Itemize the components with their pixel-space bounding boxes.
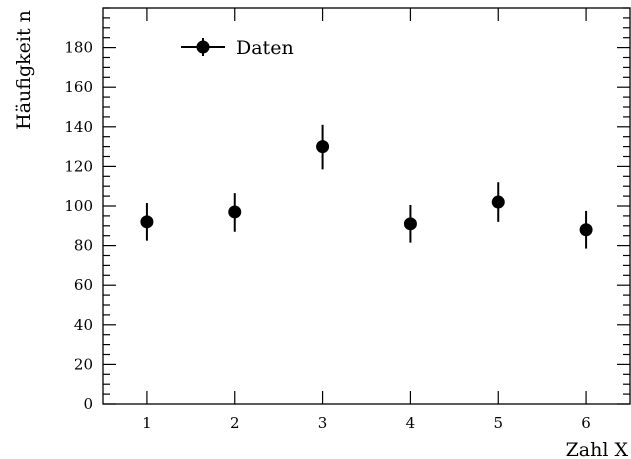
y-tick-label: 180 <box>64 39 93 57</box>
x-tick-label: 4 <box>406 414 416 432</box>
data-point <box>228 205 242 219</box>
x-tick-label: 6 <box>581 414 591 432</box>
x-axis-label: Zahl X <box>566 439 629 459</box>
y-tick-label: 0 <box>83 395 93 413</box>
legend-marker <box>196 40 210 54</box>
x-tick-label: 5 <box>493 414 503 432</box>
y-tick-label: 80 <box>74 237 93 255</box>
data-point <box>579 223 593 237</box>
y-tick-label: 120 <box>64 157 93 175</box>
y-tick-label: 60 <box>74 276 93 294</box>
y-tick-label: 40 <box>74 316 93 334</box>
plot-layer: 0 20 40 60 80 100 120 140 160 180 1 2 3 4 5 6 Daten <box>64 7 631 432</box>
data-point <box>316 140 330 154</box>
y-tick-label: 20 <box>74 355 93 373</box>
data-point <box>403 217 417 231</box>
y-tick-label: 140 <box>64 118 93 136</box>
legend-label: Daten <box>236 37 294 59</box>
y-tick-label: 160 <box>64 78 93 96</box>
y-axis-label: Häufigkeit n <box>13 10 35 130</box>
data-point <box>140 215 154 229</box>
x-tick-label: 2 <box>230 414 240 432</box>
y-tick-label: 100 <box>64 197 93 215</box>
plot-frame <box>102 7 631 405</box>
x-tick-label: 1 <box>142 414 152 432</box>
data-point <box>491 195 505 209</box>
x-tick-label: 3 <box>318 414 328 432</box>
